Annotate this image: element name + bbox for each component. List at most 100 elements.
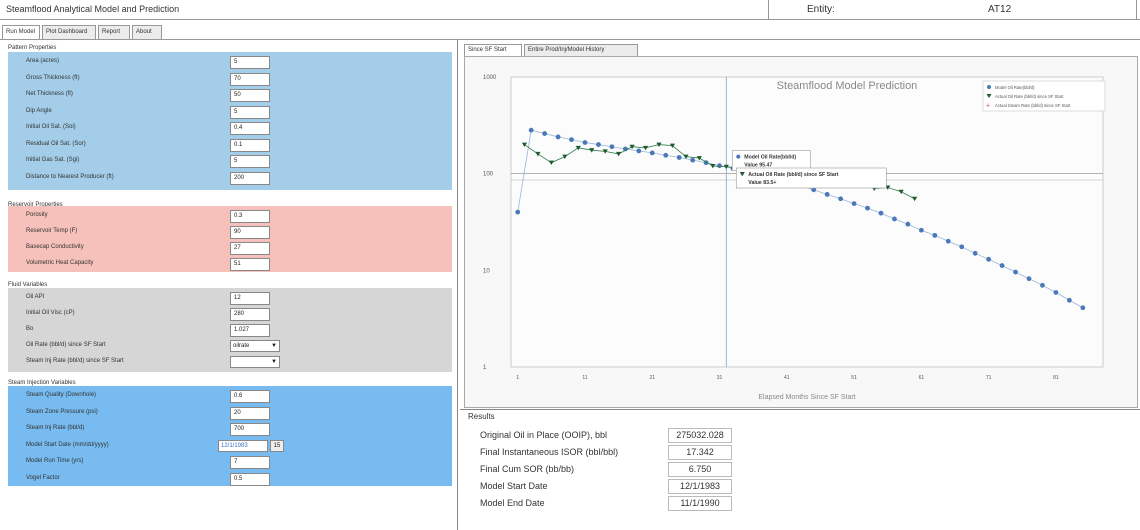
x-tick-label: 61 — [919, 375, 925, 381]
model-start-date-input[interactable]: 12/1/1983 — [218, 439, 268, 452]
x-tick-label: 41 — [784, 375, 790, 381]
field-label: Steam Quality (Downhole) — [26, 392, 97, 398]
value-input[interactable]: 12 — [230, 292, 270, 305]
model-oil-rate-point — [811, 187, 817, 193]
actual-oil-rate-point — [602, 149, 608, 154]
value-input[interactable]: 200 — [230, 171, 270, 185]
model-oil-rate-point — [542, 131, 548, 136]
value-input[interactable]: 27 — [230, 242, 270, 255]
model-oil-rate-point — [959, 244, 965, 250]
legend-entry: Model Oil Rate(bbl/d) — [995, 85, 1035, 90]
value-input[interactable]: 1.027 — [230, 324, 270, 337]
x-tick-label: 51 — [851, 375, 857, 381]
tooltip-title: Model Oil Rate(bbl/d) — [744, 155, 796, 161]
actual-oil-rate-point — [562, 154, 568, 160]
calendar-icon[interactable]: 15 — [270, 439, 284, 452]
actual-oil-rate-point — [521, 142, 528, 147]
actual-oil-rate-point — [629, 144, 635, 150]
input-row: Volumetric Heat Capacity 51 — [8, 256, 452, 272]
chevron-down-icon[interactable]: ▼ — [271, 343, 277, 349]
oil-rate-chart[interactable]: Steamflood Model Prediction Elapsed Month… — [465, 57, 1139, 409]
model-oil-rate-point — [515, 209, 521, 215]
model-oil-rate-point — [851, 201, 857, 207]
value-input[interactable]: 5 — [230, 105, 270, 119]
actual-oil-rate-point — [548, 160, 554, 166]
model-oil-rate-point — [609, 144, 615, 150]
plot-area — [510, 76, 1104, 368]
model-oil-rate-point — [569, 137, 574, 143]
field-label: Reservoir Temp (F) — [26, 228, 78, 234]
input-panel: Pattern Properties Area (acres) 5 Gross Thi… — [0, 40, 458, 530]
result-value: 12/1/1983 — [668, 479, 732, 494]
value-input[interactable]: 5 — [230, 155, 270, 168]
value-input[interactable]: 280 — [230, 308, 270, 321]
value-input[interactable]: 0.5 — [230, 472, 270, 486]
model-oil-rate-point — [1026, 276, 1032, 282]
value-input[interactable]: 20 — [230, 406, 270, 420]
value-input[interactable]: 7 — [230, 456, 270, 469]
value-input[interactable]: 0.6 — [230, 390, 270, 403]
tooltip-marker — [739, 171, 745, 177]
x-tick-label: 81 — [1053, 375, 1059, 381]
value-input[interactable]: 5 — [230, 56, 270, 69]
result-value: 11/1/1990 — [668, 496, 732, 511]
steam-injection-variables-title: Steam Injection Variables — [8, 380, 76, 386]
y-tick-label: 100 — [483, 172, 494, 178]
field-label: Oil API — [26, 294, 45, 300]
series-select[interactable]: ▼ — [230, 356, 280, 368]
model-oil-rate-point — [676, 155, 682, 160]
legend-entry: Actual Steam Rate (bbl/d) since SF Start — [995, 103, 1071, 108]
field-label: Initial Gas Sat. (Sgi) — [26, 157, 80, 163]
actual-oil-rate-point — [696, 156, 702, 161]
value-input[interactable]: 50 — [230, 89, 270, 102]
value-input[interactable]: 700 — [230, 423, 270, 436]
value-input[interactable]: 0.4 — [230, 122, 270, 135]
field-label: Volumetric Heat Capacity — [26, 260, 94, 266]
value-input[interactable]: 51 — [230, 258, 270, 271]
tab-about[interactable]: About — [132, 25, 162, 39]
model-oil-rate-point — [945, 238, 951, 244]
app-title: Steamflood Analytical Model and Predicti… — [6, 4, 180, 14]
actual-oil-rate-point — [589, 148, 595, 153]
tab-run-model[interactable]: Run Model — [2, 25, 40, 40]
value-input[interactable]: 0.1 — [230, 138, 270, 152]
actual-oil-rate-point — [642, 145, 649, 151]
field-label: Oil Rate (bbl/d) since SF Start — [26, 342, 106, 348]
actual-oil-rate-point — [912, 196, 918, 202]
pattern-properties-title: Pattern Properties — [8, 45, 57, 51]
series-select[interactable]: oilrate ▼ — [230, 340, 280, 352]
tab-report[interactable]: Report — [98, 25, 130, 39]
input-row: Initial Oil Visc (cP) 280 — [8, 306, 452, 322]
value-input[interactable]: 70 — [230, 72, 270, 86]
actual-oil-rate-point — [656, 142, 662, 147]
legend-marker — [986, 94, 992, 98]
model-oil-rate-point — [878, 210, 884, 216]
field-label: Gross Thickness (ft) — [26, 74, 80, 81]
x-tick-label: 11 — [582, 375, 587, 381]
value-input[interactable]: 0.3 — [230, 210, 270, 223]
tab-since-sf-start[interactable]: Since SF Start — [464, 44, 522, 56]
tab-entire-history[interactable]: Entire Prod/Inj/Model History — [524, 44, 638, 56]
data-tooltip — [735, 167, 887, 189]
x-tick-label: 1 — [516, 375, 519, 381]
tab-divider — [0, 39, 1140, 40]
field-label: Steam Zone Pressure (psi) — [26, 408, 98, 415]
input-row: Distance to Nearest Producer (ft) 200 — [8, 170, 452, 186]
model-oil-rate-point — [663, 152, 669, 158]
input-row: Steam Quality (Downhole) 0.6 — [8, 388, 452, 404]
pattern-properties-section: Area (acres) 5 Gross Thickness (ft) 70 Net T… — [8, 52, 452, 190]
actual-oil-rate-point — [723, 164, 729, 170]
model-oil-rate-point — [1066, 297, 1072, 303]
field-label: Steam Inj Rate (bbl/d) — [26, 425, 85, 431]
model-oil-rate-point — [918, 227, 924, 233]
chevron-down-icon[interactable]: ▼ — [271, 359, 277, 365]
input-row: Model Run Time (yrs) 7 — [8, 454, 452, 470]
input-row: Steam Inj Rate (bbl/d) 700 — [8, 421, 452, 437]
legend-entry: Actual Oil Rate (bbl/d) since SF Start — [995, 94, 1064, 99]
field-label: Initial Oil Visc (cP) — [26, 310, 75, 316]
model-oil-rate-point — [636, 148, 642, 154]
field-label: Porosity — [26, 212, 48, 218]
value-input[interactable]: 90 — [230, 226, 270, 239]
model-oil-rate-point — [972, 250, 978, 256]
tab-plot-dashboard[interactable]: Plot Dashboard — [42, 25, 96, 39]
